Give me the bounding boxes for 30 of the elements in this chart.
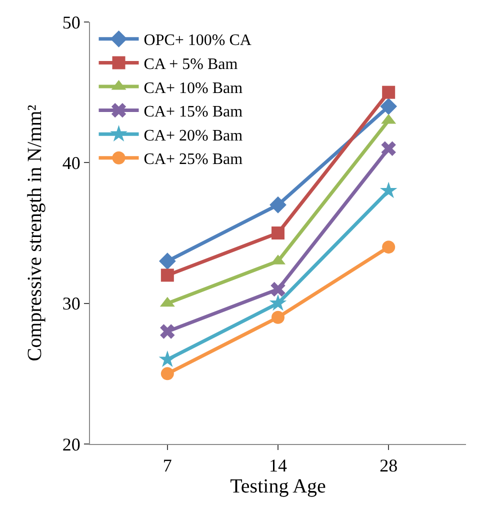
- legend-label: CA+ 25% Bam: [144, 151, 244, 168]
- x-axis-title: Testing Age: [230, 476, 326, 498]
- legend-label: CA+ 20% Bam: [144, 127, 244, 144]
- legend-label: CA+ 10% Bam: [144, 80, 244, 97]
- x-tick-label: 7: [162, 456, 172, 476]
- point: [380, 98, 398, 115]
- y-tick-label: 30: [62, 294, 80, 314]
- legend-label: CA+ 15% Bam: [144, 104, 244, 121]
- point: [270, 196, 286, 214]
- y-tick-label: 50: [62, 12, 80, 32]
- x-tick-label: 14: [269, 456, 287, 476]
- point: [158, 252, 176, 270]
- y-tick-label: 20: [62, 434, 80, 454]
- y-axis-title: Compressive strength in N/mm²: [24, 104, 46, 362]
- x-tick-label: 28: [380, 456, 398, 476]
- point: [382, 240, 396, 254]
- point: [160, 367, 174, 380]
- point: [160, 324, 175, 339]
- point: [160, 268, 174, 282]
- point: [270, 282, 286, 297]
- legend-label: OPC+ 100% CA: [144, 32, 252, 50]
- point: [382, 86, 396, 99]
- legend-label: CA + 5% Bam: [144, 56, 238, 73]
- point: [158, 350, 176, 367]
- point: [269, 294, 287, 311]
- point: [272, 226, 284, 240]
- y-tick-label: 40: [62, 152, 80, 173]
- point: [381, 141, 396, 156]
- point: [380, 182, 398, 198]
- point: [272, 310, 284, 324]
